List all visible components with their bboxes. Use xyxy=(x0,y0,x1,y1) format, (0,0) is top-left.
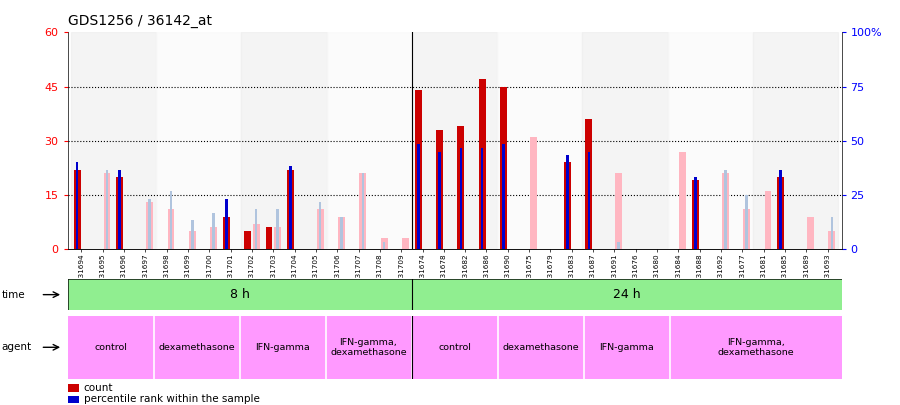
Bar xyxy=(212,213,215,249)
Bar xyxy=(779,170,782,249)
Bar xyxy=(326,316,411,379)
Bar xyxy=(616,173,622,249)
Bar xyxy=(566,155,569,249)
Bar xyxy=(276,209,279,249)
Bar xyxy=(417,144,419,249)
Text: percentile rank within the sample: percentile rank within the sample xyxy=(84,394,259,404)
Text: IFN-gamma,
dexamethasone: IFN-gamma, dexamethasone xyxy=(330,338,407,357)
Text: IFN-gamma: IFN-gamma xyxy=(599,343,654,352)
Text: count: count xyxy=(84,383,113,393)
Bar xyxy=(502,144,505,249)
Text: dexamethasone: dexamethasone xyxy=(158,343,235,352)
Bar xyxy=(829,231,835,249)
Bar xyxy=(500,87,507,249)
Bar xyxy=(778,177,784,249)
Text: GDS1256 / 36142_at: GDS1256 / 36142_at xyxy=(68,14,211,28)
Text: 8 h: 8 h xyxy=(230,288,249,301)
Bar xyxy=(68,316,154,379)
Bar xyxy=(167,209,175,249)
Text: time: time xyxy=(2,290,25,300)
Bar xyxy=(436,130,443,249)
Text: 24 h: 24 h xyxy=(613,288,640,301)
Bar xyxy=(460,148,463,249)
Bar xyxy=(210,228,217,249)
Bar xyxy=(105,170,108,249)
Bar xyxy=(588,151,590,249)
Bar xyxy=(415,90,422,249)
Bar xyxy=(338,217,345,249)
Bar xyxy=(266,228,273,249)
Text: control: control xyxy=(438,343,471,352)
Bar xyxy=(239,316,326,379)
Bar xyxy=(116,177,123,249)
Bar xyxy=(154,316,239,379)
Bar xyxy=(585,119,592,249)
Bar xyxy=(497,32,582,249)
Bar xyxy=(617,242,620,249)
Bar xyxy=(764,191,771,249)
Bar xyxy=(402,238,409,249)
Bar xyxy=(745,195,748,249)
Bar xyxy=(694,177,697,249)
Bar xyxy=(831,217,833,249)
Bar xyxy=(148,198,151,249)
Bar xyxy=(481,148,483,249)
Bar xyxy=(670,316,842,379)
Bar xyxy=(457,126,464,249)
Bar xyxy=(327,32,412,249)
Bar xyxy=(722,173,729,249)
Bar xyxy=(189,231,195,249)
Bar xyxy=(724,170,726,249)
Bar xyxy=(438,151,441,249)
Bar xyxy=(104,173,111,249)
Bar xyxy=(74,170,80,249)
Bar xyxy=(692,181,699,249)
Bar xyxy=(223,217,230,249)
Bar xyxy=(241,32,327,249)
Bar xyxy=(274,228,281,249)
Bar xyxy=(169,191,172,249)
Bar xyxy=(411,316,498,379)
Bar xyxy=(359,173,366,249)
Bar xyxy=(412,32,497,249)
Bar xyxy=(753,32,838,249)
Bar xyxy=(289,166,292,249)
Bar xyxy=(71,32,156,249)
Text: IFN-gamma: IFN-gamma xyxy=(255,343,310,352)
Bar xyxy=(564,162,571,249)
Bar xyxy=(743,209,750,249)
Bar xyxy=(340,217,343,249)
Bar xyxy=(582,32,668,249)
Bar xyxy=(479,79,486,249)
Bar xyxy=(156,32,241,249)
Bar xyxy=(255,209,257,249)
Bar xyxy=(381,238,388,249)
Bar xyxy=(244,231,251,249)
Text: agent: agent xyxy=(2,342,32,352)
Bar xyxy=(146,202,153,249)
Bar xyxy=(382,242,385,249)
Bar xyxy=(76,162,78,249)
Bar xyxy=(317,209,324,249)
Bar xyxy=(253,224,259,249)
Bar xyxy=(583,316,670,379)
Bar xyxy=(191,220,193,249)
Bar xyxy=(807,217,814,249)
Bar xyxy=(319,202,321,249)
Bar xyxy=(668,32,753,249)
Bar xyxy=(530,137,536,249)
Bar xyxy=(498,316,583,379)
Text: IFN-gamma,
dexamethasone: IFN-gamma, dexamethasone xyxy=(717,338,794,357)
Bar xyxy=(287,170,293,249)
Bar xyxy=(680,151,686,249)
Bar xyxy=(225,198,228,249)
Text: control: control xyxy=(94,343,127,352)
Bar xyxy=(362,173,364,249)
Text: dexamethasone: dexamethasone xyxy=(502,343,579,352)
Bar xyxy=(119,170,121,249)
